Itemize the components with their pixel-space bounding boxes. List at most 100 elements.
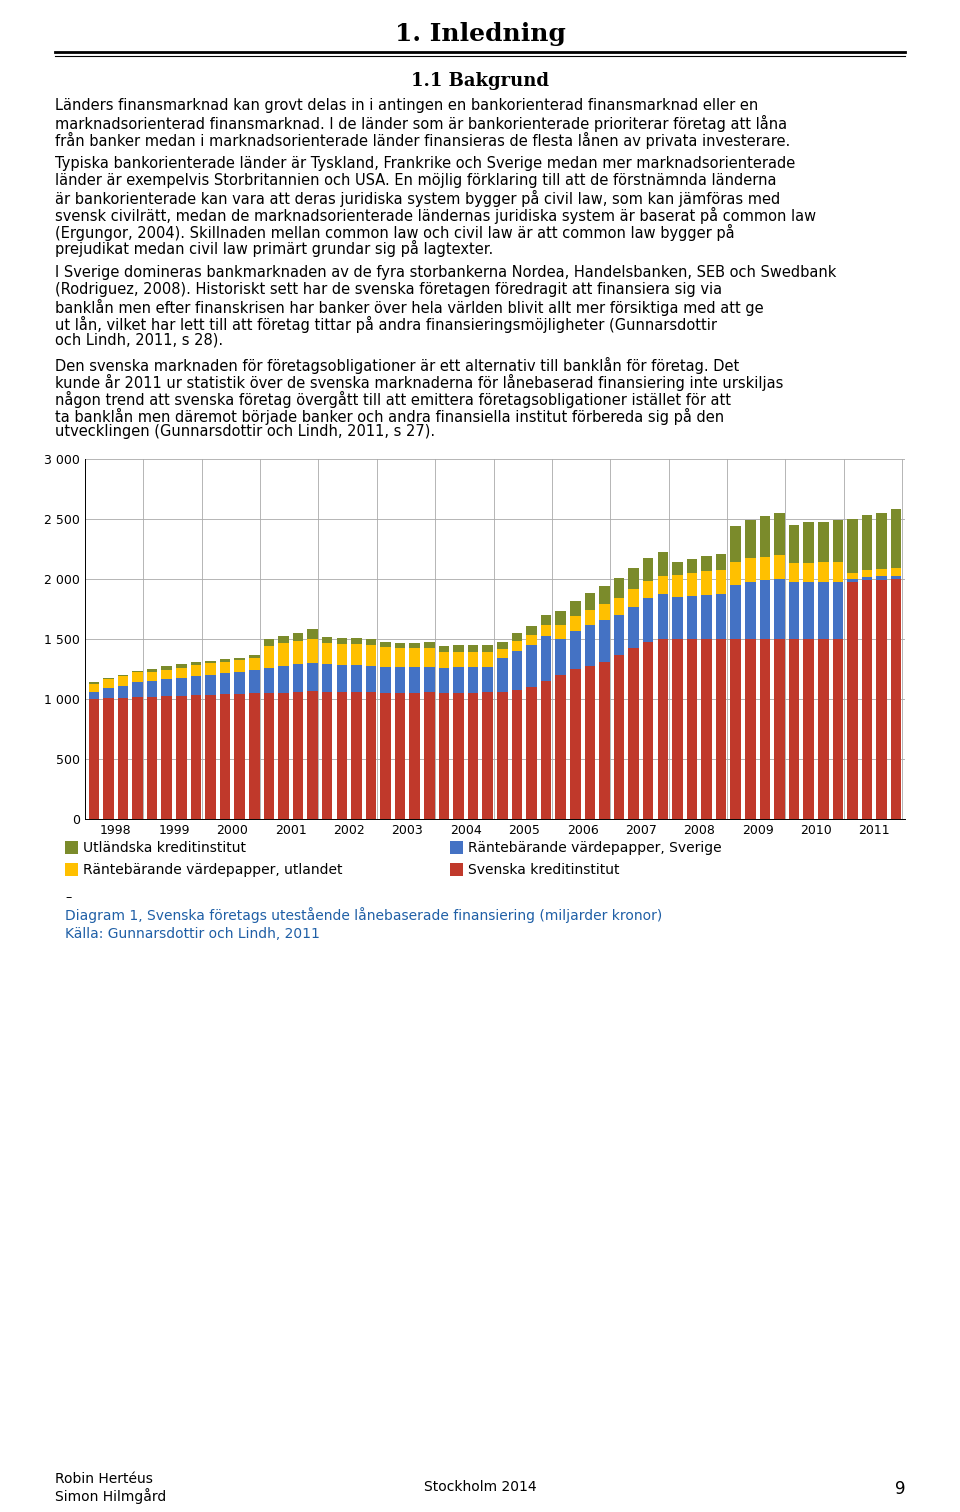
Bar — [161, 696, 172, 820]
Bar — [380, 643, 391, 647]
Bar — [891, 569, 901, 576]
Bar — [351, 638, 362, 644]
Bar — [702, 594, 711, 640]
Bar — [337, 665, 348, 692]
Bar — [658, 594, 668, 640]
Text: Typiska bankorienterade länder är Tyskland, Frankrike och Sverige medan mer mark: Typiska bankorienterade länder är Tyskla… — [55, 156, 795, 171]
Bar — [540, 615, 551, 624]
Bar — [293, 632, 303, 641]
Text: Diagram 1, Svenska företags utestående lånebaserade finansiering (miljarder kron: Diagram 1, Svenska företags utestående l… — [65, 907, 662, 924]
Bar — [512, 641, 522, 652]
Bar — [599, 662, 610, 820]
Bar — [686, 559, 697, 573]
Bar — [862, 514, 873, 570]
Bar — [599, 587, 610, 605]
Text: Stockholm 2014: Stockholm 2014 — [423, 1480, 537, 1494]
Bar — [848, 519, 857, 573]
Bar — [629, 606, 638, 647]
Bar — [147, 668, 157, 671]
Bar — [629, 590, 638, 606]
Bar — [891, 579, 901, 820]
Bar — [234, 658, 245, 661]
Bar — [599, 605, 610, 620]
Text: Svenska kreditinstitut: Svenska kreditinstitut — [468, 863, 619, 877]
Text: Robin Hertéus: Robin Hertéus — [55, 1473, 153, 1486]
Text: någon trend att svenska företag övergått till att emittera företagsobligationer : någon trend att svenska företag övergått… — [55, 390, 731, 408]
Bar — [424, 692, 435, 820]
Bar — [483, 692, 492, 820]
Text: Räntebärande värdepapper, utlandet: Räntebärande värdepapper, utlandet — [83, 863, 343, 877]
Bar — [540, 624, 551, 635]
Bar — [176, 667, 186, 677]
Text: ta banklån men däremot började banker och andra finansiella institut förbereda s: ta banklån men däremot började banker oc… — [55, 408, 724, 425]
Bar — [497, 692, 508, 820]
Bar — [366, 646, 376, 665]
Bar — [395, 643, 405, 649]
Bar — [118, 674, 129, 676]
Bar — [818, 522, 828, 562]
Bar — [278, 667, 289, 692]
Bar — [629, 569, 638, 590]
Bar — [395, 667, 405, 692]
Bar — [643, 581, 654, 599]
Bar — [716, 640, 727, 820]
Bar — [731, 640, 741, 820]
Text: Källa: Gunnarsdottir och Lindh, 2011: Källa: Gunnarsdottir och Lindh, 2011 — [65, 927, 320, 940]
Bar — [759, 556, 770, 581]
Text: från banker medan i marknadsorienterade länder finansieras de flesta lånen av pr: från banker medan i marknadsorienterade … — [55, 132, 790, 148]
Bar — [264, 647, 275, 668]
Bar — [789, 640, 800, 820]
Bar — [526, 646, 537, 686]
Bar — [88, 683, 99, 692]
Bar — [132, 670, 143, 673]
Bar — [424, 643, 435, 649]
Bar — [249, 670, 259, 692]
Bar — [176, 664, 186, 667]
Bar — [322, 664, 332, 692]
Bar — [351, 665, 362, 692]
Text: länder är exempelvis Storbritannien och USA. En möjlig förklaring till att de fö: länder är exempelvis Storbritannien och … — [55, 174, 777, 187]
Bar — [613, 655, 624, 820]
Text: banklån men efter finanskrisen har banker över hela världen blivit allt mer förs: banklån men efter finanskrisen har banke… — [55, 299, 763, 316]
Bar — [716, 570, 727, 594]
Bar — [613, 578, 624, 599]
Bar — [410, 643, 420, 649]
Bar — [526, 686, 537, 820]
Bar — [832, 520, 843, 562]
Bar — [132, 682, 143, 697]
Bar — [410, 649, 420, 667]
Bar — [775, 555, 784, 579]
Bar — [161, 679, 172, 696]
Text: ut lån, vilket har lett till att företag tittar på andra finansieringsmöjlighete: ut lån, vilket har lett till att företag… — [55, 316, 717, 333]
Bar — [804, 640, 814, 820]
Text: Utländska kreditinstitut: Utländska kreditinstitut — [83, 841, 246, 854]
Bar — [556, 676, 565, 820]
Bar — [775, 640, 784, 820]
Bar — [191, 696, 202, 820]
Bar — [337, 644, 348, 665]
Bar — [410, 692, 420, 820]
Bar — [366, 640, 376, 646]
Bar — [410, 667, 420, 692]
Bar — [876, 576, 887, 579]
Bar — [439, 668, 449, 692]
Bar — [395, 649, 405, 667]
Text: Länders finansmarknad kan grovt delas in i antingen en bankorienterad finansmark: Länders finansmarknad kan grovt delas in… — [55, 98, 758, 113]
Bar — [103, 679, 113, 688]
Bar — [745, 640, 756, 820]
Bar — [424, 649, 435, 667]
Bar — [278, 644, 289, 667]
Bar — [483, 667, 492, 692]
Text: –: – — [65, 891, 71, 904]
Bar — [512, 652, 522, 689]
Bar — [672, 575, 683, 597]
Text: (Rodriguez, 2008). Historiskt sett har de svenska företagen föredragit att finan: (Rodriguez, 2008). Historiskt sett har d… — [55, 283, 722, 296]
Bar — [658, 640, 668, 820]
Bar — [570, 670, 581, 820]
Bar — [540, 682, 551, 820]
Bar — [556, 611, 565, 626]
Bar — [832, 562, 843, 582]
Text: prejudikat medan civil law primärt grundar sig på lagtexter.: prejudikat medan civil law primärt grund… — [55, 240, 493, 257]
Bar — [585, 609, 595, 624]
Bar — [337, 692, 348, 820]
